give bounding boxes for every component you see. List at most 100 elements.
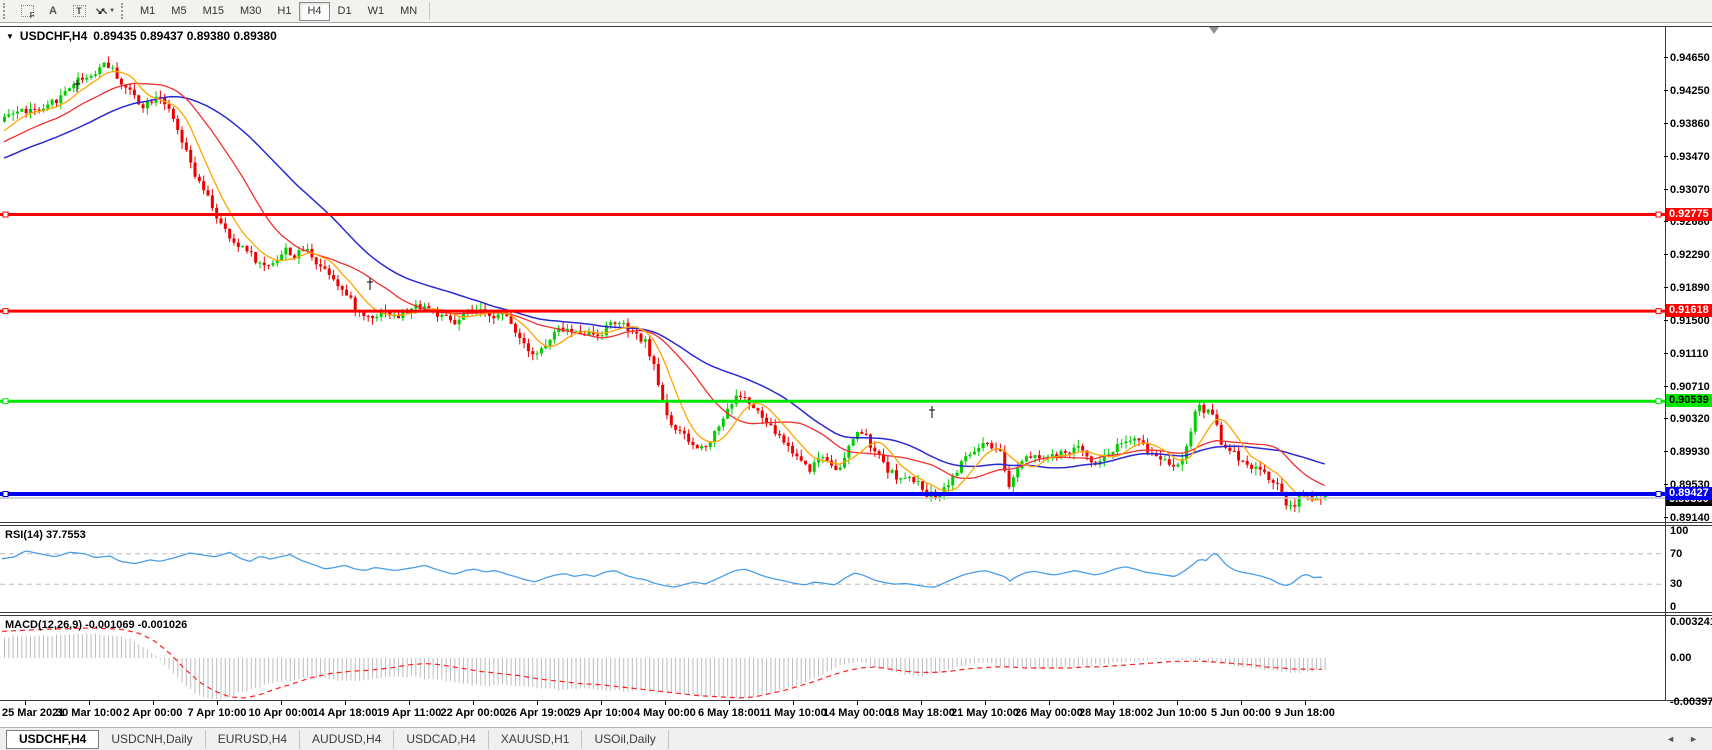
chart-tab-USDCAD-H4[interactable]: USDCAD,H4 [394,729,489,749]
time-axis-tick [345,701,346,705]
label-tool-icon[interactable]: T [68,2,90,21]
time-axis-label: 11 May 10:00 [759,707,827,719]
time-axis-label: 26 Apr 19:00 [504,707,570,719]
time-axis-label: 2 Apr 00:00 [123,707,183,719]
time-axis-label: 5 Jun 00:00 [1211,707,1271,719]
time-axis-tick [921,701,922,705]
chart-tab-USDCHF-H4[interactable]: USDCHF,H4 [6,729,100,749]
time-axis-label: 10 Apr 00:00 [248,707,314,719]
top-toolbar: F A T ↘↖ ▼ M1 M5 M15 M30 H1 H4 D1 W1 MN [0,0,1712,23]
timeframe-button-D1[interactable]: D1 [337,5,352,17]
price-axis-tick: 0.90710 [1664,380,1710,393]
hline-handle[interactable] [2,308,9,315]
time-axis-tick [217,701,218,705]
tab-scroll-right-icon[interactable]: ► [1689,734,1698,744]
timeframe-button-M15[interactable]: M15 [202,5,224,17]
timeframe-buttons: M1 M5 M15 M30 H1 H4 D1 W1 MN [132,1,425,21]
time-axis-tick [89,701,90,705]
tab-scroll-left-icon[interactable]: ◄ [1666,734,1676,744]
time-axis-tick [25,701,26,705]
time-axis-label: 4 May 00:00 [634,707,696,719]
ma-fast-line [3,70,1325,501]
panel-separator [0,615,1712,616]
time-axis-tick [1049,701,1050,705]
panel-separator[interactable] [0,522,1712,523]
price-axis-tick: 0.93470 [1664,150,1710,163]
timeframe-button-M5[interactable]: M5 [171,5,187,17]
time-axis-label: 18 May 18:00 [887,707,955,719]
time-axis-tick [409,701,410,705]
toolbar-grip[interactable] [121,3,128,19]
chart-tab-EURUSD-H4[interactable]: EURUSD,H4 [206,729,301,749]
chart-tab-USOil-Daily[interactable]: USOil,Daily [582,729,669,749]
rsi-scale-tick: 0 [1670,601,1677,613]
price-badge-0.91618: 0.91618 [1666,304,1712,318]
price-badge-0.90539: 0.90539 [1666,394,1712,408]
text-tool-icon[interactable]: A [49,5,57,17]
price-axis-tick: 0.91890 [1664,282,1710,295]
toolbar-grip[interactable] [3,3,10,19]
macd-scale-tick: -0.003976 [1670,696,1712,709]
chart-top-border [0,26,1712,27]
ma-slow-line [3,95,1325,469]
hline-handle[interactable] [1655,211,1662,218]
hline-handle[interactable] [2,211,9,218]
hline-handle[interactable] [2,398,9,405]
time-axis-label: 19 Apr 11:00 [377,707,442,719]
price-axis-tick: 0.94250 [1664,85,1710,98]
price-axis-tick: 0.92290 [1664,249,1710,262]
timeframe-button-M30[interactable]: M30 [239,5,262,17]
price-badge-0.92775: 0.92775 [1666,207,1712,221]
timeframe-button-MN[interactable]: MN [400,5,418,17]
time-axis-tick [601,701,602,705]
panel-separator[interactable] [0,612,1712,613]
timeframe-button-H4[interactable]: H4 [299,1,330,21]
time-axis-label: 14 Apr 18:00 [312,707,378,719]
hline-handle[interactable] [2,491,9,498]
chart-tab-XAUUSD-H1[interactable]: XAUUSD,H1 [489,729,583,749]
time-axis-tick [281,701,282,705]
panel-bottom-border [0,700,1712,701]
price-axis-tick: 0.90320 [1664,413,1710,426]
hline-handle[interactable] [1655,398,1662,405]
rsi-scale-tick: 100 [1670,525,1689,537]
macd-panel[interactable] [0,616,1666,700]
rsi-scale-tick: 70 [1670,547,1683,560]
timeframe-button-H1[interactable]: H1 [277,5,292,17]
chart-shift-marker-icon[interactable] [1209,27,1219,34]
time-axis-label: 25 Mar 2021 [2,707,65,719]
time-axis-label: 14 May 00:00 [823,707,891,719]
price-badge-0.89427: 0.89427 [1666,487,1712,501]
price-axis-tick: 0.89140 [1664,512,1710,524]
hline-handle[interactable] [1655,308,1662,315]
hline-handle[interactable] [1655,491,1662,498]
timeframe-button-W1[interactable]: W1 [367,5,385,17]
time-axis-tick [1305,701,1306,705]
macd-label: MACD(12,26,9) -0.001069 -0.001026 [5,619,188,631]
time-axis-label: 2 Jun 10:00 [1147,707,1207,719]
panel-separator [0,525,1712,526]
main-chart[interactable] [0,26,1666,523]
rsi-panel[interactable] [0,526,1666,612]
macd-scale-tick: 0.003241 [1670,616,1712,628]
price-axis-tick: 0.91500 [1664,314,1710,327]
rsi-scale-tick: 30 [1670,578,1683,591]
timeframe-button-M1[interactable]: M1 [140,5,156,17]
time-axis-tick [1177,701,1178,705]
time-axis-label: 7 Apr 10:00 [187,707,247,719]
time-axis-label: 22 Apr 00:00 [440,707,506,719]
time-axis-label: 30 Mar 10:00 [56,707,123,719]
time-axis-tick [985,701,986,705]
symbol-dropdown-icon[interactable]: ▼ [6,31,14,41]
toolbar-separator [429,2,431,20]
macd-signal-line [1,627,1322,699]
chevron-down-icon[interactable]: ▼ [109,8,116,14]
time-axis-label: 29 Apr 10:00 [568,707,634,719]
time-axis-tick [793,701,794,705]
chart-tab-USDCNH-Daily[interactable]: USDCNH,Daily [99,729,206,749]
chart-tab-AUDUSD-H4[interactable]: AUDUSD,H4 [300,729,395,749]
chart-tab-bar: USDCHF,H4 USDCNH,Daily EURUSD,H4 AUDUSD,H4 U… [0,727,1712,750]
arrows-tool-icon[interactable]: ↘↖ ▼ [94,5,116,16]
fibonacci-tool-icon[interactable]: F [16,2,38,21]
time-axis-label: 26 May 00:00 [1015,707,1083,719]
